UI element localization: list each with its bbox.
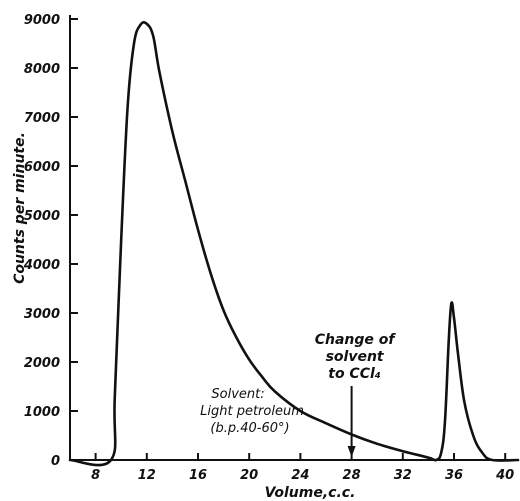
y-tick-label: 6000 [24,160,60,175]
series [68,21,520,467]
x-tick-label: 16 [189,468,207,483]
change-solvent-annotation-line: to CCl₄ [328,366,381,382]
x-tick-label: 32 [394,468,412,483]
x-axis-title: Volume,c.c. [265,485,356,501]
solvent-annotation-line: (b.p.40-60°) [210,421,289,436]
arrow-head [347,446,356,457]
y-tick-label: 3000 [24,307,60,322]
solvent-annotation-line: Solvent: [211,387,264,402]
y-tick-label: 5000 [24,209,60,224]
x-tick-label: 12 [138,468,156,483]
x-tick-label: 36 [445,468,463,483]
change-solvent-annotation-line: Change of [315,332,397,348]
y-axis-title: Counts per minute. [12,132,28,284]
series-line [68,21,520,467]
y-tick-label: 9000 [24,13,60,28]
x-tick-label: 8 [91,468,100,483]
y-tick-label: 2000 [24,356,60,371]
x-tick-label: 20 [240,468,258,483]
x-tick-label: 24 [291,468,309,483]
y-tick-label: 1000 [24,405,60,420]
y-tick-label: 4000 [23,258,60,273]
annotations: Solvent: Light petroleum (b.p.40-60°) Chang… [200,332,396,457]
y-tick-label: 0 [51,454,60,469]
axes [69,15,518,461]
x-tick-label: 40 [495,468,514,483]
y-tick-label: 7000 [24,111,60,126]
x-tick-label: 28 [343,468,361,483]
change-solvent-annotation-line: solvent [326,349,385,365]
y-tick-label: 8000 [24,62,60,77]
solvent-annotation-line: Light petroleum [200,404,304,419]
ticks: 0 1000 2000 3000 4000 5000 6000 7000 8000 9000 8 12… [23,13,514,483]
